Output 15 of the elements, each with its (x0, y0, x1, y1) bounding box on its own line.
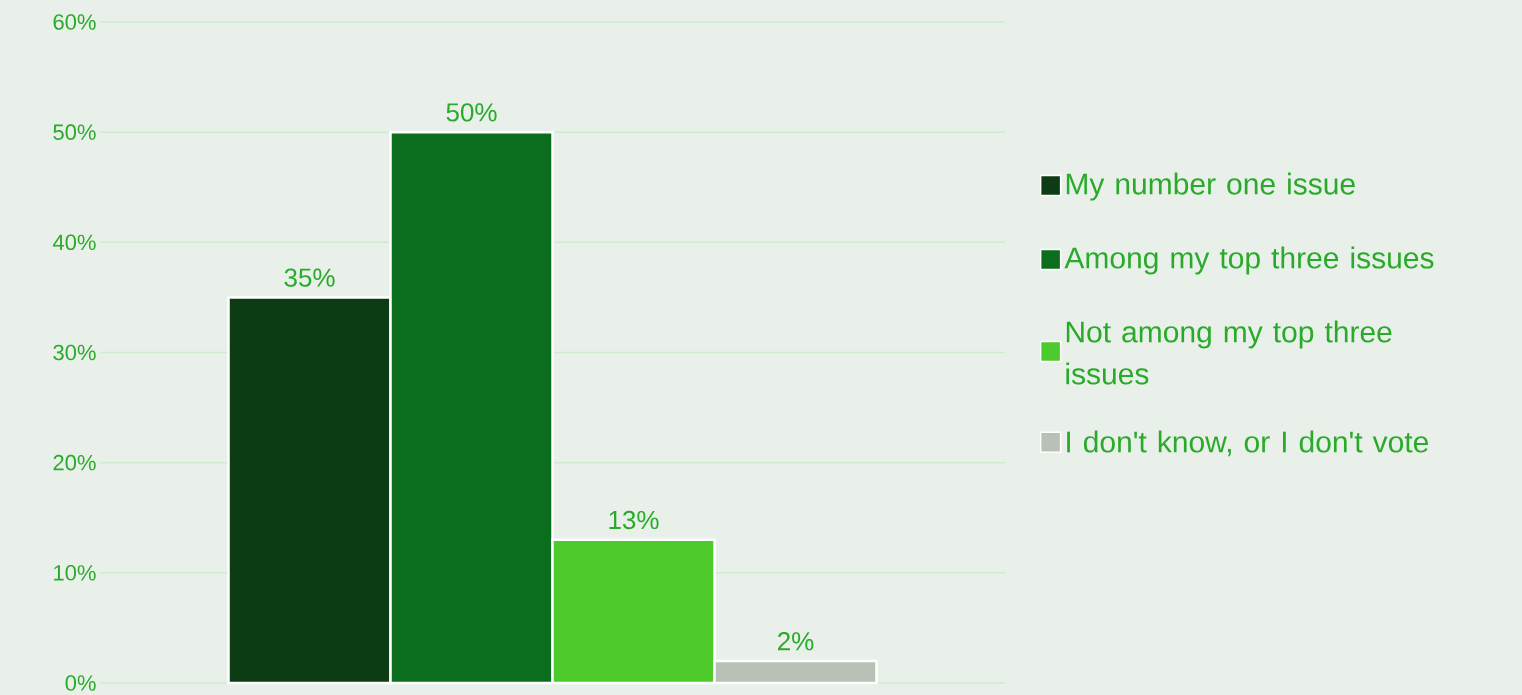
legend-label: Not among my top three issues (1066, 320, 1392, 385)
legend-label: I don't know, or I don't vote (1067, 430, 1428, 457)
data-label: 13% (609, 510, 659, 530)
y-tick-label: 50% (53, 124, 96, 140)
legend-label: My number one issue (1066, 172, 1355, 201)
data-label: 50% (446, 103, 497, 122)
y-tick-label: 40% (52, 234, 96, 251)
y-tick-label: 0% (65, 675, 96, 691)
data-label: 2% (778, 632, 814, 651)
y-tick-label: 20% (53, 454, 96, 471)
legend-label: Among my top three issues (1064, 246, 1434, 275)
y-tick-label: 60% (53, 14, 96, 30)
data-label: 35% (284, 268, 335, 287)
y-tick-label: 30% (53, 344, 96, 361)
y-tick-label: 10% (54, 565, 96, 581)
